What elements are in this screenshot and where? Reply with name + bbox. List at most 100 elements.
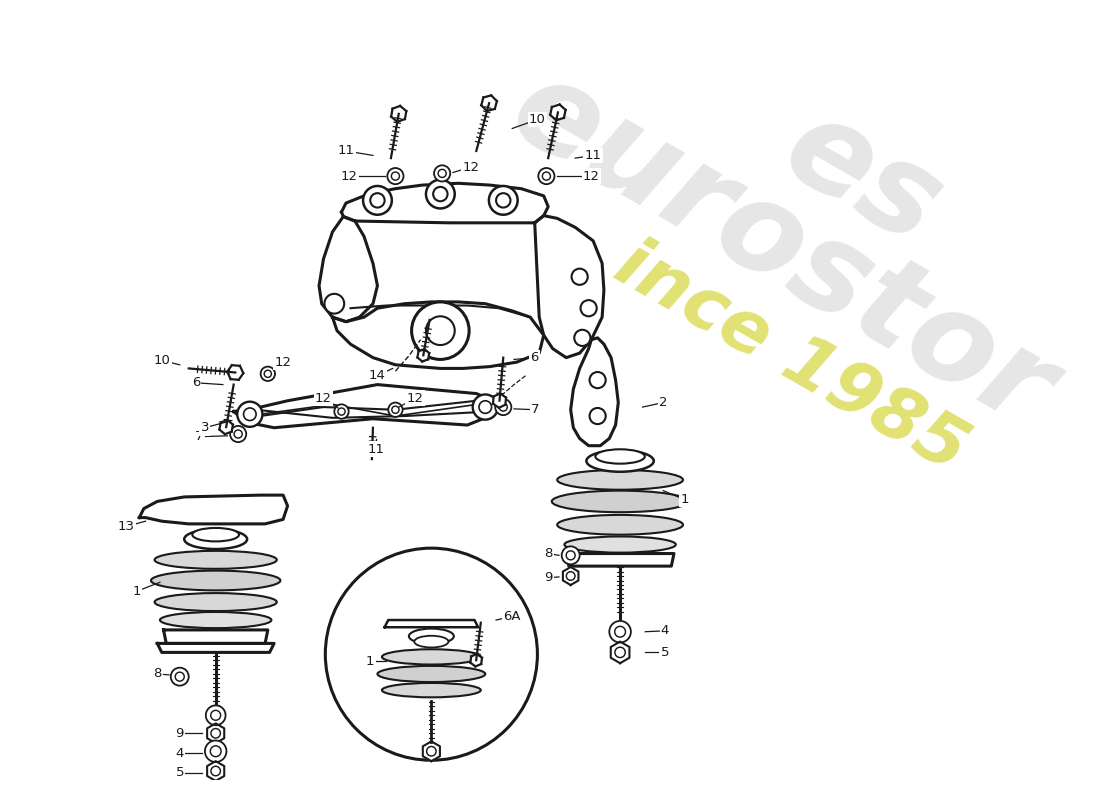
- Text: 6A: 6A: [504, 610, 521, 623]
- Circle shape: [488, 186, 518, 214]
- Text: eurostor: eurostor: [491, 46, 1074, 453]
- Polygon shape: [471, 654, 482, 666]
- Text: 8: 8: [544, 547, 552, 560]
- Circle shape: [411, 302, 469, 359]
- Ellipse shape: [558, 515, 683, 534]
- Polygon shape: [563, 567, 579, 585]
- Ellipse shape: [192, 528, 239, 542]
- Circle shape: [562, 546, 580, 564]
- Polygon shape: [482, 95, 497, 111]
- Circle shape: [334, 404, 349, 418]
- Polygon shape: [332, 302, 543, 369]
- Circle shape: [205, 741, 227, 762]
- Text: 8: 8: [153, 667, 162, 681]
- Circle shape: [426, 180, 454, 209]
- Circle shape: [495, 399, 512, 415]
- Text: 12: 12: [583, 170, 600, 182]
- Text: 1: 1: [366, 655, 374, 668]
- Ellipse shape: [382, 683, 481, 698]
- Ellipse shape: [184, 530, 248, 549]
- Ellipse shape: [151, 570, 280, 590]
- Circle shape: [371, 193, 385, 207]
- Circle shape: [572, 269, 587, 285]
- Text: 7: 7: [531, 403, 540, 416]
- Circle shape: [581, 300, 596, 316]
- Ellipse shape: [409, 629, 454, 644]
- Circle shape: [206, 706, 225, 725]
- Circle shape: [238, 402, 263, 427]
- Text: 6: 6: [191, 376, 200, 390]
- Text: 9: 9: [176, 726, 184, 740]
- Polygon shape: [566, 554, 674, 566]
- Circle shape: [230, 426, 246, 442]
- Text: 2: 2: [659, 396, 668, 409]
- Circle shape: [496, 193, 510, 207]
- Text: 4: 4: [176, 746, 184, 759]
- Circle shape: [473, 394, 498, 420]
- Polygon shape: [571, 338, 618, 446]
- Polygon shape: [610, 642, 629, 663]
- Polygon shape: [385, 620, 478, 627]
- Ellipse shape: [595, 450, 645, 464]
- Text: 5: 5: [176, 766, 184, 779]
- Ellipse shape: [552, 490, 689, 512]
- Circle shape: [478, 401, 492, 414]
- Circle shape: [434, 166, 450, 182]
- Polygon shape: [228, 365, 243, 380]
- Ellipse shape: [155, 551, 277, 569]
- Text: 5: 5: [661, 646, 669, 659]
- Polygon shape: [164, 630, 267, 643]
- Polygon shape: [417, 349, 429, 362]
- Text: es: es: [763, 86, 961, 270]
- Ellipse shape: [377, 666, 485, 682]
- Polygon shape: [319, 217, 377, 322]
- Circle shape: [538, 168, 554, 184]
- Text: 12: 12: [315, 391, 332, 405]
- Text: 1: 1: [132, 585, 141, 598]
- Text: ince 1985: ince 1985: [603, 230, 979, 486]
- Ellipse shape: [564, 537, 675, 553]
- Polygon shape: [157, 643, 274, 652]
- Text: 6: 6: [530, 351, 539, 364]
- Circle shape: [590, 372, 606, 388]
- Ellipse shape: [586, 450, 653, 472]
- Text: 4: 4: [661, 624, 669, 638]
- Polygon shape: [233, 385, 498, 428]
- Circle shape: [261, 366, 275, 381]
- Polygon shape: [140, 495, 287, 524]
- Polygon shape: [207, 723, 224, 743]
- Polygon shape: [207, 761, 224, 781]
- Ellipse shape: [160, 612, 272, 628]
- Circle shape: [590, 408, 606, 424]
- Polygon shape: [341, 183, 548, 223]
- Polygon shape: [392, 106, 406, 122]
- Polygon shape: [422, 742, 440, 761]
- Text: 11: 11: [367, 442, 384, 456]
- Circle shape: [243, 408, 256, 421]
- Ellipse shape: [382, 650, 481, 665]
- Text: 10: 10: [529, 113, 546, 126]
- Circle shape: [326, 548, 538, 760]
- Ellipse shape: [415, 636, 449, 647]
- Polygon shape: [535, 216, 604, 358]
- Text: 1: 1: [681, 493, 689, 506]
- Polygon shape: [493, 394, 506, 408]
- Text: 11: 11: [338, 145, 354, 158]
- Circle shape: [170, 668, 189, 686]
- Text: 13: 13: [118, 520, 134, 533]
- Text: 12: 12: [340, 170, 358, 182]
- Text: 11: 11: [584, 149, 602, 162]
- Polygon shape: [550, 105, 565, 120]
- Circle shape: [574, 330, 591, 346]
- Text: 12: 12: [462, 161, 480, 174]
- Text: 3: 3: [200, 422, 209, 434]
- Circle shape: [363, 186, 392, 214]
- Circle shape: [324, 294, 344, 314]
- Ellipse shape: [558, 470, 683, 490]
- Ellipse shape: [155, 593, 277, 611]
- Circle shape: [387, 168, 404, 184]
- Circle shape: [388, 402, 403, 417]
- Text: 10: 10: [153, 354, 170, 367]
- Circle shape: [609, 621, 631, 642]
- Text: 14: 14: [368, 369, 386, 382]
